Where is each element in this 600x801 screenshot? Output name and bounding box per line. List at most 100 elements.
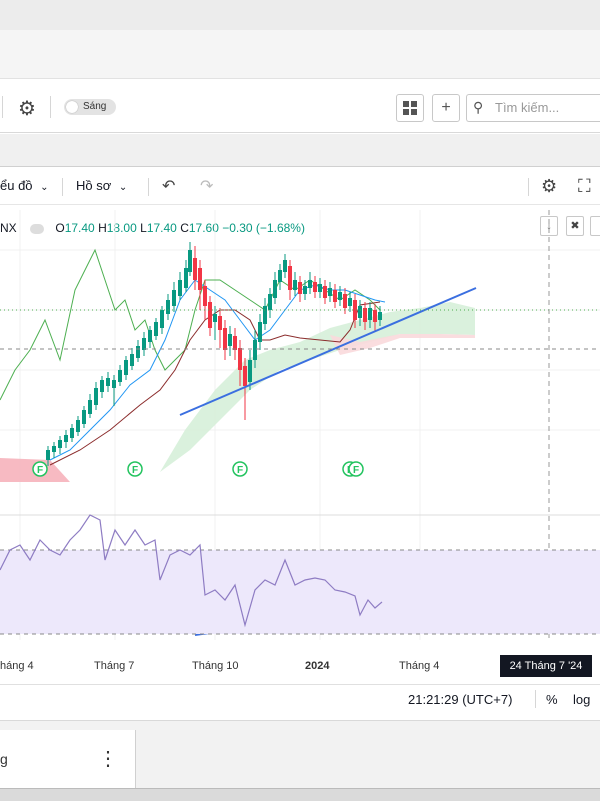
symbol-label: NX [0,221,17,235]
candle-body [193,258,197,280]
candle-body [278,270,282,282]
candle-body [82,410,86,424]
candle-body [268,294,272,310]
percent-scale-toggle[interactable]: % [546,692,558,707]
visibility-icon[interactable] [30,223,45,234]
candle-body [198,268,202,290]
candle-body [338,292,342,300]
chart-type-label: ểu đồ [0,178,33,193]
candle-body [303,286,307,294]
x-axis-label: háng 4 [0,660,34,672]
log-scale-toggle[interactable]: log [573,692,591,707]
candle-body [248,360,252,382]
maximize-pane-button[interactable] [590,216,600,236]
price-chart[interactable]: FFFFF [0,210,600,680]
gear-icon[interactable]: ⚙ [18,98,36,120]
candle-body [218,316,222,330]
close-value: 17.60 [188,221,219,235]
bottom-panel [0,730,136,790]
candle-body [148,330,152,342]
plus-icon: + [441,99,451,116]
collapse-pane-button[interactable]: ✖ [566,216,584,236]
candle-body [353,300,357,320]
candle-body [188,250,192,272]
low-value: 17.40 [146,221,177,235]
undo-icon[interactable]: ↶ [162,178,176,195]
x-axis-label: 2024 [305,660,330,672]
add-button[interactable]: + [432,94,460,122]
kijun-line [49,301,381,466]
redo-icon[interactable]: ↷ [200,178,214,195]
candle-body [283,260,287,272]
candle-body [166,300,170,314]
candle-body [213,314,217,322]
search-input[interactable]: ⚲ Tìm kiếm... [466,94,600,122]
candle-body [154,322,158,336]
candle-body [94,388,98,405]
chart-toolbar [0,170,600,205]
candle-body [136,346,140,358]
profile-label: Hồ sơ [76,178,112,193]
chevron-down-icon: ⌄ [118,182,128,193]
candle-body [58,440,62,448]
low-label: L [140,221,147,235]
search-icon: ⚲ [473,99,484,115]
crosshair-date-badge: 24 Tháng 7 '24 [500,655,592,677]
x-axis-label: Tháng 4 [399,660,440,672]
chart-type-menu[interactable]: ểu đồ ⌄ [0,178,49,193]
candle-body [313,282,317,292]
f-marker-circle [127,461,143,477]
candle-body [160,310,164,328]
theme-toggle[interactable]: Sáng [64,99,116,115]
candle-body [172,290,176,306]
candle-body [373,310,377,322]
chart-toolbar-divider [62,178,63,196]
candle-body [238,348,242,370]
f-marker-label: F [237,465,243,476]
high-label: H [98,221,107,235]
candle-body [130,354,134,366]
candle-body [228,334,232,346]
toolbar-divider [50,96,51,118]
move-down-button[interactable]: ↓ [540,216,558,236]
candle-body [223,328,227,350]
footer-divider [535,690,536,708]
bottom-panel-label: g [0,751,8,767]
more-options-icon[interactable]: ⋮ [98,748,118,770]
candle-body [100,380,104,392]
candle-body [343,294,347,308]
rsi-line [0,514,383,628]
candle-body [258,322,262,342]
close-label: C [180,221,189,235]
candle-body [288,266,292,290]
profile-menu[interactable]: Hồ sơ ⌄ [76,178,127,193]
candle-body [328,288,332,296]
candle-body [70,428,74,438]
candle-body [46,450,50,460]
chart-footer [0,684,600,715]
settings-gear-icon[interactable]: ⚙ [541,176,558,196]
chart-toolbar-divider [528,178,529,196]
rsi-band [0,550,600,634]
f-marker-circle [232,461,248,477]
candle-body [203,286,207,306]
price-trendline [179,287,477,416]
layout-grid-button[interactable] [396,94,424,122]
candle-body [52,446,56,452]
candle-body [178,280,182,296]
candle-body [363,308,367,322]
fullscreen-icon[interactable]: ⛶ [578,176,591,196]
candle-body [88,400,92,414]
x-axis-label: Tháng 10 [192,660,239,672]
clock-time[interactable]: 21:21:29 (UTC+7) [408,692,513,707]
candle-body [64,435,68,442]
candle-body [318,284,322,292]
candle-body [243,366,247,386]
cloud-red-right [330,334,475,355]
candle-body [273,280,277,298]
high-value: 18.00 [106,221,137,235]
candle-body [184,268,188,288]
candle-body [298,282,302,294]
chevron-down-icon: ⌄ [40,182,49,193]
search-placeholder: Tìm kiếm... [495,100,560,115]
